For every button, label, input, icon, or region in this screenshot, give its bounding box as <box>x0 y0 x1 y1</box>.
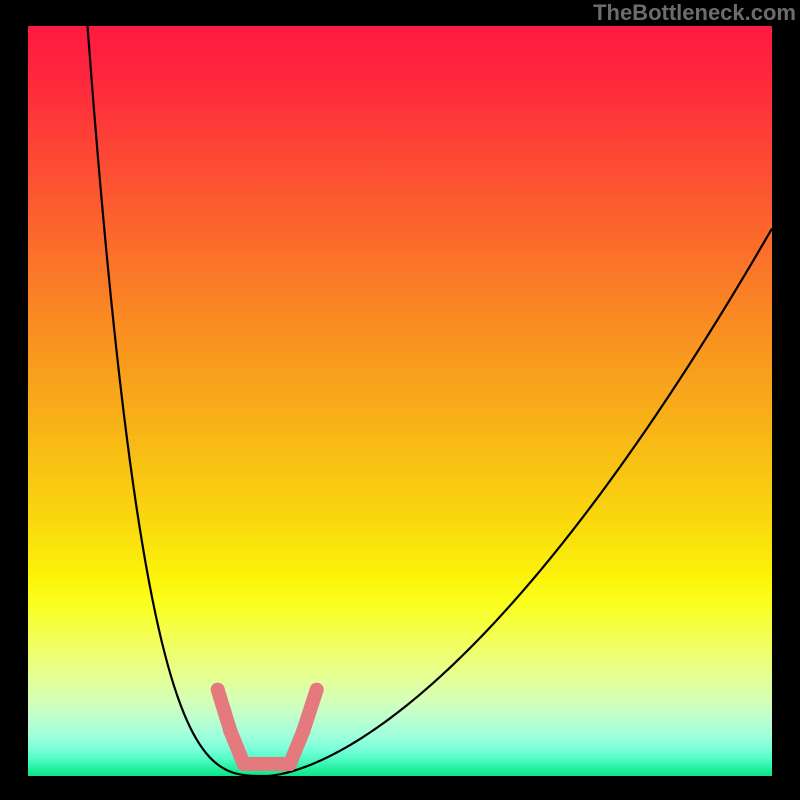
watermark-text: TheBottleneck.com <box>593 0 796 26</box>
bottleneck-chart <box>28 26 772 776</box>
marker-dot <box>283 757 297 771</box>
marker-dot <box>211 683 225 697</box>
marker-dot <box>237 757 251 771</box>
marker-dot <box>310 683 324 697</box>
gradient-background <box>28 26 772 776</box>
plot-area <box>28 26 772 776</box>
marker-dot <box>296 724 310 738</box>
marker-dot <box>271 757 285 771</box>
marker-dot <box>223 724 237 738</box>
